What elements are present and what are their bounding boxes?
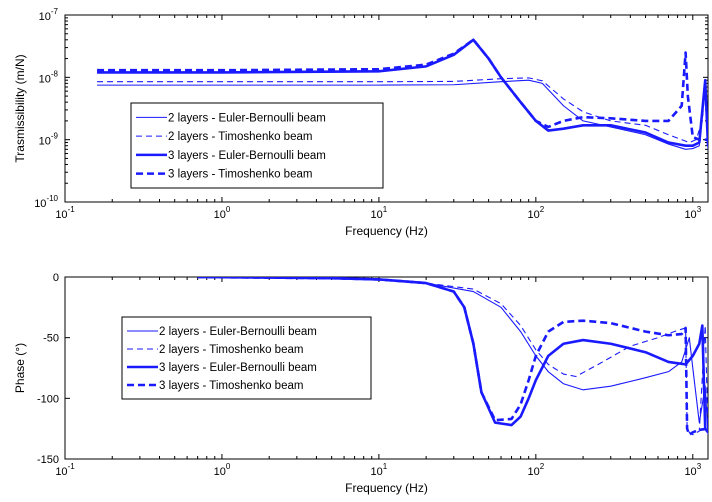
x-axis-ticks [64,277,694,459]
axes-box [64,276,709,460]
axes-box [64,14,709,203]
series-line-1 [97,79,708,150]
y-axis-label: Phase (°) [13,343,27,393]
x-tick-label: 101 [371,205,388,221]
legend-label: 2 layers - Euler-Bernoulli beam [159,326,317,338]
x-tick-label: 102 [527,462,544,478]
legend: 2 layers - Euler-Bernoulli beam 2 layers … [121,316,372,400]
series-line-4 [197,277,708,437]
y-tick-label: 10-8 [39,69,59,85]
series-group [97,38,708,150]
legend-label: 3 layers - Euler-Bernoulli beam [168,150,326,162]
series-line-4 [97,38,708,141]
x-axis-label: Frequency (Hz) [345,481,428,495]
x-axis-label: Frequency (Hz) [345,224,428,238]
series-group [197,277,708,437]
x-tick-label: 100 [214,205,231,221]
x-tick-label: 10-1 [55,205,75,221]
series-line-3 [97,38,708,148]
y-tick-label: -150 [37,454,59,466]
y-tick-label: 10-10 [34,194,58,210]
y-tick-label: -100 [37,393,59,405]
legend-label: 3 layers - Timoshenko beam [168,169,312,181]
phase-panel: 10-1 100 101 102 103 0 -50 -100 -150 Frequency (H… [13,272,709,495]
y-tick-label: -50 [43,333,59,345]
x-tick-label: 10-1 [55,462,75,478]
legend-box [130,102,384,189]
legend-box [121,316,372,400]
legend-label: 2 layers - Timoshenko beam [168,131,312,143]
series-line-2 [97,77,708,144]
legend-label: 2 layers - Euler-Bernoulli beam [168,112,326,124]
x-axis-ticks [64,15,694,202]
x-tick-label: 100 [214,462,231,478]
legend-label: 2 layers - Timoshenko beam [159,344,303,356]
transmissibility-panel: 10-1 100 101 102 103 10-10 10-9 10-8 10-7 Frequen… [13,7,709,238]
y-axis-label: Trasmissibility (m/N) [13,54,27,162]
x-tick-label: 101 [371,462,388,478]
y-tick-label: 10-7 [39,7,59,23]
x-tick-label: 103 [684,462,701,478]
x-tick-label: 103 [684,205,701,221]
y-tick-label: 10-9 [39,132,59,148]
legend-label: 3 layers - Timoshenko beam [159,380,303,392]
legend: 2 layers - Euler-Bernoulli beam 2 layers … [130,102,384,189]
legend-label: 3 layers - Euler-Bernoulli beam [159,362,317,374]
x-tick-label: 102 [527,205,544,221]
y-tick-label: 0 [53,272,59,284]
